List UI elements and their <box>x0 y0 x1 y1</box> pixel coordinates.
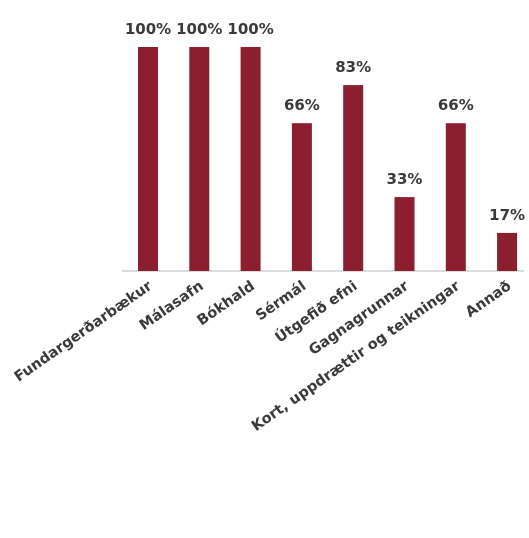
data-label-5: 33% <box>387 170 423 188</box>
data-labels-group: 100% 100% 100% 66% 83% 33% 66% 17% <box>125 20 525 224</box>
bar-7 <box>497 232 518 271</box>
data-label-2: 100% <box>227 20 273 38</box>
bars-group <box>138 47 518 271</box>
bar-1 <box>189 47 210 271</box>
data-label-3: 66% <box>284 96 320 114</box>
data-label-1: 100% <box>176 20 222 38</box>
category-label-7: Annað <box>463 278 514 321</box>
category-label-0: Fundargerðarbækur <box>12 278 156 386</box>
bar-5 <box>394 197 415 271</box>
data-label-6: 66% <box>438 96 474 114</box>
data-label-4: 83% <box>335 58 371 76</box>
bar-3 <box>291 123 312 271</box>
data-label-7: 17% <box>489 206 525 224</box>
bar-2 <box>240 47 261 271</box>
bar-6 <box>445 123 466 271</box>
data-label-0: 100% <box>125 20 171 38</box>
category-label-2: Bókhald <box>195 278 258 329</box>
bar-4 <box>343 85 364 271</box>
category-labels-group: FundargerðarbækurMálasafnBókhaldSérmálÚt… <box>12 277 515 435</box>
bar-0 <box>138 47 158 271</box>
